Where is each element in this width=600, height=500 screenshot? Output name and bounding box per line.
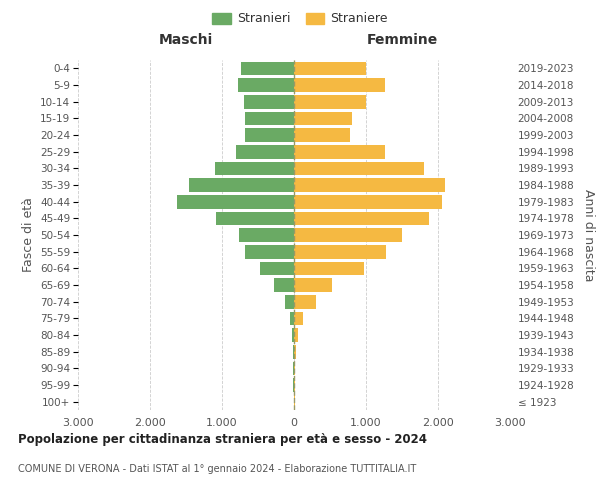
Bar: [294, 128, 350, 142]
Bar: [274, 278, 294, 292]
Bar: [294, 262, 364, 275]
Bar: [260, 262, 294, 275]
Bar: [294, 195, 442, 208]
Bar: [294, 212, 428, 225]
Bar: [236, 145, 294, 158]
Text: COMUNE DI VERONA - Dati ISTAT al 1° gennaio 2024 - Elaborazione TUTTITALIA.IT: COMUNE DI VERONA - Dati ISTAT al 1° genn…: [18, 464, 416, 474]
Text: Femmine: Femmine: [367, 32, 437, 46]
Y-axis label: Anni di nascita: Anni di nascita: [582, 188, 595, 281]
Bar: [284, 295, 294, 308]
Bar: [189, 178, 294, 192]
Bar: [294, 228, 402, 242]
Bar: [245, 112, 294, 125]
Bar: [216, 212, 294, 225]
Bar: [290, 312, 294, 325]
Bar: [294, 145, 385, 158]
Bar: [244, 95, 294, 108]
Bar: [294, 345, 296, 358]
Bar: [239, 228, 294, 242]
Bar: [294, 312, 304, 325]
Bar: [245, 128, 294, 142]
Bar: [294, 278, 332, 292]
Bar: [294, 162, 424, 175]
Bar: [293, 362, 294, 375]
Bar: [294, 62, 366, 75]
Bar: [294, 362, 295, 375]
Bar: [294, 395, 295, 408]
Text: Maschi: Maschi: [159, 32, 213, 46]
Text: Popolazione per cittadinanza straniera per età e sesso - 2024: Popolazione per cittadinanza straniera p…: [18, 432, 427, 446]
Bar: [245, 245, 294, 258]
Y-axis label: Fasce di età: Fasce di età: [22, 198, 35, 272]
Bar: [294, 245, 386, 258]
Bar: [294, 112, 352, 125]
Bar: [294, 295, 316, 308]
Bar: [294, 328, 298, 342]
Legend: Stranieri, Straniere: Stranieri, Straniere: [208, 8, 392, 29]
Bar: [241, 62, 294, 75]
Bar: [294, 378, 295, 392]
Bar: [238, 78, 294, 92]
Bar: [294, 78, 385, 92]
Bar: [294, 95, 366, 108]
Bar: [292, 328, 294, 342]
Bar: [293, 345, 294, 358]
Bar: [294, 178, 445, 192]
Bar: [215, 162, 294, 175]
Bar: [176, 195, 294, 208]
